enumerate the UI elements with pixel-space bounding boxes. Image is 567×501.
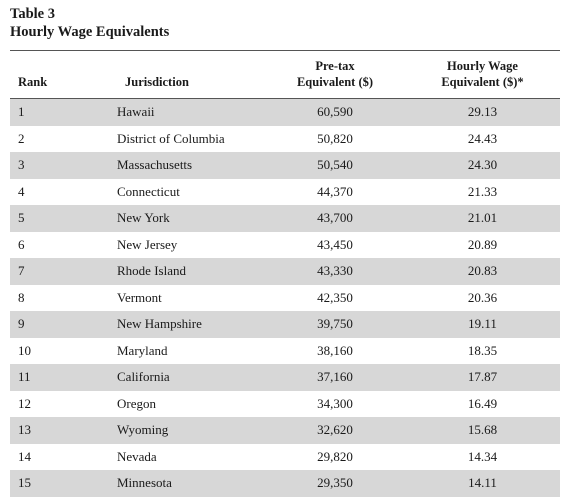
table-row: 8 Vermont 42,350 20.36 [10,285,560,312]
header-pretax-line1: Pre-tax [315,59,355,73]
cell-pretax: 60,590 [317,104,353,119]
header-rule [10,98,560,99]
cell-rank: 9 [18,316,25,331]
table-number: Table 3 [10,6,55,22]
cell-rank: 3 [18,157,25,172]
table-row: 10 Maryland 38,160 18.35 [10,338,560,365]
table-row: 3 Massachusetts 50,540 24.30 [10,152,560,179]
table-row: 13 Wyoming 32,620 15.68 [10,417,560,444]
cell-rank: 5 [18,210,25,225]
cell-rank: 6 [18,236,25,252]
cell-jurisdiction: California [117,369,170,384]
cell-jurisdiction: Minnesota [117,475,172,490]
cell-rank: 4 [18,183,25,199]
cell-rank: 13 [18,422,31,437]
cell-hourly: 20.89 [467,236,498,252]
table-row: 1 Hawaii 60,590 29.13 [10,99,560,126]
cell-rank: 14 [18,448,31,464]
cell-hourly: 14.34 [467,448,498,464]
header-rank: Rank [18,75,48,89]
cell-rank: 15 [18,475,31,490]
cell-hourly: 18.35 [467,342,498,358]
cell-hourly: 16.49 [467,395,498,411]
cell-rank: 10 [18,342,31,358]
cell-jurisdiction: Connecticut [117,183,180,199]
header-jurisdiction: Jurisdiction [125,75,189,89]
table-row: 11 California 37,160 17.87 [10,364,560,391]
cell-jurisdiction: Rhode Island [117,263,186,278]
cell-rank: 8 [18,289,25,305]
cell-jurisdiction: Oregon [117,395,156,411]
cell-pretax: 39,750 [317,316,353,331]
cell-pretax: 38,160 [317,342,353,358]
cell-jurisdiction: Vermont [117,289,162,305]
cell-pretax: 43,450 [317,236,353,252]
cell-pretax: 44,370 [317,183,353,199]
cell-pretax: 43,330 [317,263,353,278]
cell-hourly: 20.83 [467,263,498,278]
cell-pretax: 29,820 [317,448,353,464]
cell-hourly: 24.43 [467,130,498,146]
cell-hourly: 15.68 [467,422,498,437]
cell-pretax: 43,700 [317,210,353,225]
table-row: 12 Oregon 34,300 16.49 [10,391,560,418]
cell-rank: 11 [18,369,31,384]
table-header: Rank Jurisdiction Pre-tax Equivalent ($)… [10,51,560,98]
top-rule [10,50,560,51]
cell-jurisdiction: Massachusetts [117,157,193,172]
cell-hourly: 21.33 [467,183,498,199]
header-hourly-line2: Equivalent ($)* [441,75,524,89]
cell-jurisdiction: Wyoming [117,422,169,437]
cell-hourly: 17.87 [467,369,498,384]
cell-hourly: 20.36 [467,289,498,305]
cell-pretax: 42,350 [317,289,353,305]
header-hourly-line1: Hourly Wage [447,59,518,73]
cell-rank: 7 [18,263,25,278]
header-pretax-line2: Equivalent ($) [296,75,374,89]
cell-hourly: 24.30 [467,157,498,172]
cell-jurisdiction: New York [117,210,170,225]
header-hourly: Hourly Wage Equivalent ($)* [425,58,540,90]
table-row: 15 Minnesota 29,350 14.11 [10,470,560,497]
table-row: 7 Rhode Island 43,330 20.83 [10,258,560,285]
cell-jurisdiction: Maryland [117,342,168,358]
cell-hourly: 14.11 [468,475,497,490]
table-row: 9 New Hampshire 39,750 19.11 [10,311,560,338]
table-body: 1 Hawaii 60,590 29.13 2 District of Colu… [10,99,560,497]
cell-jurisdiction: District of Columbia [117,130,225,146]
table-row: 6 New Jersey 43,450 20.89 [10,232,560,259]
cell-pretax: 32,620 [317,422,353,437]
table-row: 2 District of Columbia 50,820 24.43 [10,126,560,153]
cell-hourly: 21.01 [467,210,498,225]
cell-rank: 12 [18,395,31,411]
table-title: Hourly Wage Equivalents [10,24,170,40]
cell-jurisdiction: New Jersey [117,236,178,252]
cell-rank: 1 [18,104,25,119]
cell-jurisdiction: Nevada [117,448,157,464]
cell-pretax: 29,350 [317,475,353,490]
cell-pretax: 50,820 [317,130,353,146]
cell-jurisdiction: New Hampshire [117,316,202,331]
cell-pretax: 50,540 [317,157,353,172]
table-row: 4 Connecticut 44,370 21.33 [10,179,560,206]
table-caption: Table 3 Hourly Wage Equivalents [10,5,169,41]
cell-jurisdiction: Hawaii [117,104,155,119]
table-row: 14 Nevada 29,820 14.34 [10,444,560,471]
header-pretax: Pre-tax Equivalent ($) [280,58,390,90]
cell-hourly: 29.13 [467,104,498,119]
cell-hourly: 19.11 [468,316,497,331]
table-row: 5 New York 43,700 21.01 [10,205,560,232]
cell-pretax: 34,300 [317,395,353,411]
cell-pretax: 37,160 [317,369,353,384]
cell-rank: 2 [18,130,25,146]
